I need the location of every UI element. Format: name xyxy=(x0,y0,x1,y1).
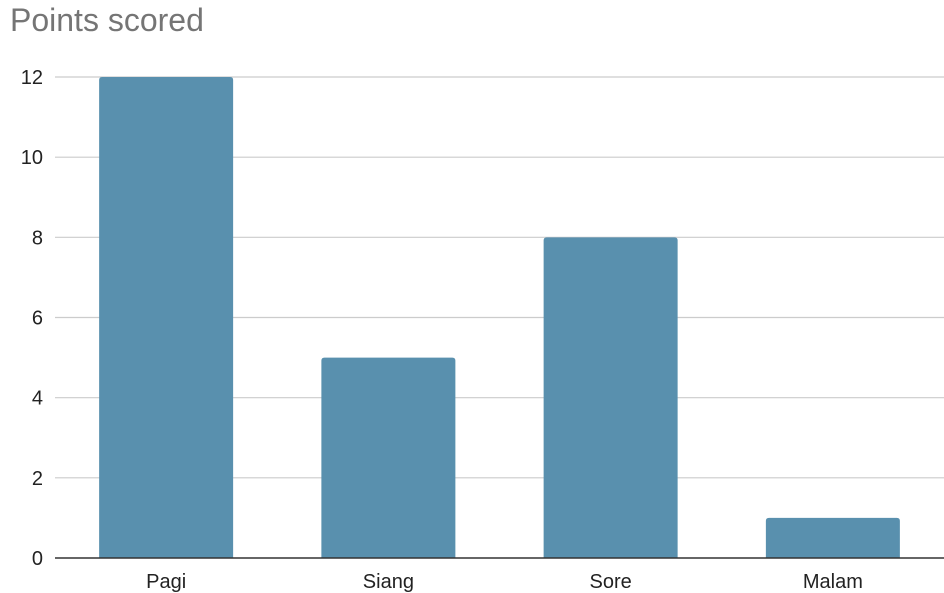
chart-title: Points scored xyxy=(10,2,204,38)
x-tick-label-sore: Sore xyxy=(590,571,632,593)
y-tick-labels: 0 2 4 6 8 10 12 xyxy=(21,67,43,570)
y-tick-label: 2 xyxy=(32,468,43,490)
x-tick-labels: Pagi Siang Sore Malam xyxy=(146,571,863,593)
y-tick-label: 0 xyxy=(32,548,43,570)
bars xyxy=(99,77,900,559)
bar-pagi xyxy=(99,77,234,558)
y-tick-label: 6 xyxy=(32,308,43,330)
x-tick-label-siang: Siang xyxy=(363,571,414,593)
x-tick-label-malam: Malam xyxy=(803,571,863,593)
y-tick-label: 10 xyxy=(21,147,43,169)
y-tick-label: 4 xyxy=(32,388,43,410)
x-tick-label-pagi: Pagi xyxy=(146,571,186,593)
y-tick-label: 12 xyxy=(21,67,43,89)
bar-sore xyxy=(543,237,678,559)
y-tick-label: 8 xyxy=(32,227,43,249)
bar-siang xyxy=(321,357,456,558)
bar-malam xyxy=(765,517,900,558)
